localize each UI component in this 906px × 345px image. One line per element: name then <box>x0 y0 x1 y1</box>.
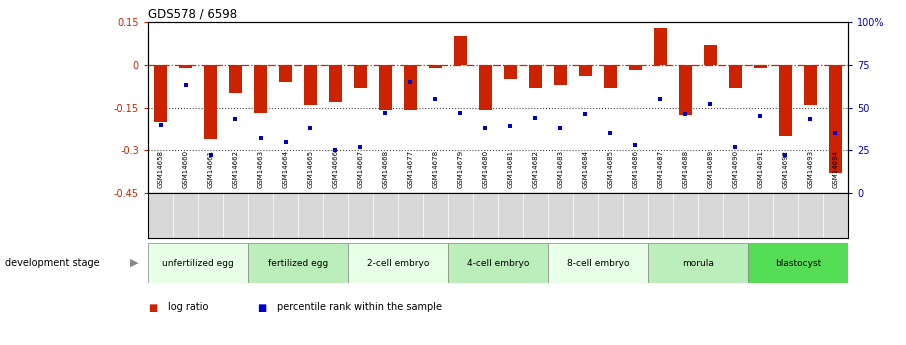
Bar <box>329 65 342 102</box>
Bar <box>629 65 642 70</box>
Bar <box>353 65 367 88</box>
Bar <box>228 65 243 93</box>
Text: fertilized egg: fertilized egg <box>268 258 328 267</box>
Bar <box>304 65 317 105</box>
Bar <box>279 65 293 82</box>
Bar <box>679 65 692 115</box>
Bar <box>429 65 442 68</box>
Text: development stage: development stage <box>5 258 99 268</box>
Bar <box>154 65 168 122</box>
Bar <box>348 243 448 283</box>
Bar <box>554 65 567 85</box>
Bar <box>404 65 418 110</box>
Text: ■: ■ <box>256 303 266 313</box>
Bar <box>728 65 742 88</box>
Text: morula: morula <box>682 258 714 267</box>
Text: blastocyst: blastocyst <box>775 258 821 267</box>
Bar <box>804 65 817 105</box>
Bar <box>778 65 793 136</box>
Text: GDS578 / 6598: GDS578 / 6598 <box>148 8 237 21</box>
Bar <box>178 65 192 68</box>
Text: 4-cell embryo: 4-cell embryo <box>467 258 529 267</box>
Text: percentile rank within the sample: percentile rank within the sample <box>276 303 441 313</box>
Bar <box>603 65 617 88</box>
Bar <box>748 243 848 283</box>
Bar <box>204 65 217 139</box>
Bar <box>448 243 548 283</box>
Bar <box>148 243 248 283</box>
Bar <box>379 65 392 110</box>
Text: unfertilized egg: unfertilized egg <box>162 258 234 267</box>
Bar <box>478 65 492 110</box>
Bar <box>579 65 593 76</box>
Text: 8-cell embryo: 8-cell embryo <box>567 258 630 267</box>
Text: log ratio: log ratio <box>168 303 208 313</box>
Text: ■: ■ <box>148 303 158 313</box>
Bar <box>254 65 267 113</box>
Bar <box>504 65 517 79</box>
Bar <box>454 36 467 65</box>
Text: 2-cell embryo: 2-cell embryo <box>367 258 429 267</box>
Bar <box>548 243 648 283</box>
Bar <box>653 28 668 65</box>
Text: ▶: ▶ <box>130 258 139 268</box>
Bar <box>528 65 543 88</box>
Bar <box>648 243 748 283</box>
Bar <box>704 45 718 65</box>
Bar <box>754 65 767 68</box>
Bar <box>248 243 348 283</box>
Bar <box>829 65 843 173</box>
